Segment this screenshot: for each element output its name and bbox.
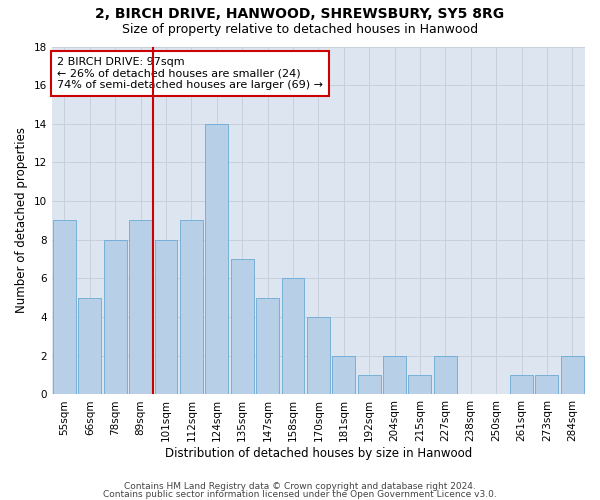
Bar xyxy=(205,124,228,394)
Bar xyxy=(281,278,304,394)
Bar xyxy=(409,375,431,394)
Bar xyxy=(155,240,178,394)
Bar xyxy=(358,375,380,394)
Text: 2, BIRCH DRIVE, HANWOOD, SHREWSBURY, SY5 8RG: 2, BIRCH DRIVE, HANWOOD, SHREWSBURY, SY5… xyxy=(95,8,505,22)
Bar xyxy=(535,375,559,394)
Text: Contains HM Land Registry data © Crown copyright and database right 2024.: Contains HM Land Registry data © Crown c… xyxy=(124,482,476,491)
Bar xyxy=(383,356,406,395)
Bar xyxy=(79,298,101,394)
Text: Size of property relative to detached houses in Hanwood: Size of property relative to detached ho… xyxy=(122,22,478,36)
Text: 2 BIRCH DRIVE: 97sqm
← 26% of detached houses are smaller (24)
74% of semi-detac: 2 BIRCH DRIVE: 97sqm ← 26% of detached h… xyxy=(57,57,323,90)
Bar xyxy=(510,375,533,394)
Bar xyxy=(231,259,254,394)
Bar xyxy=(307,317,330,394)
Bar xyxy=(180,220,203,394)
Bar xyxy=(104,240,127,394)
Y-axis label: Number of detached properties: Number of detached properties xyxy=(15,128,28,314)
Bar xyxy=(434,356,457,395)
X-axis label: Distribution of detached houses by size in Hanwood: Distribution of detached houses by size … xyxy=(165,447,472,460)
Bar xyxy=(53,220,76,394)
Bar xyxy=(256,298,279,394)
Bar xyxy=(129,220,152,394)
Bar xyxy=(332,356,355,395)
Text: Contains public sector information licensed under the Open Government Licence v3: Contains public sector information licen… xyxy=(103,490,497,499)
Bar xyxy=(561,356,584,395)
